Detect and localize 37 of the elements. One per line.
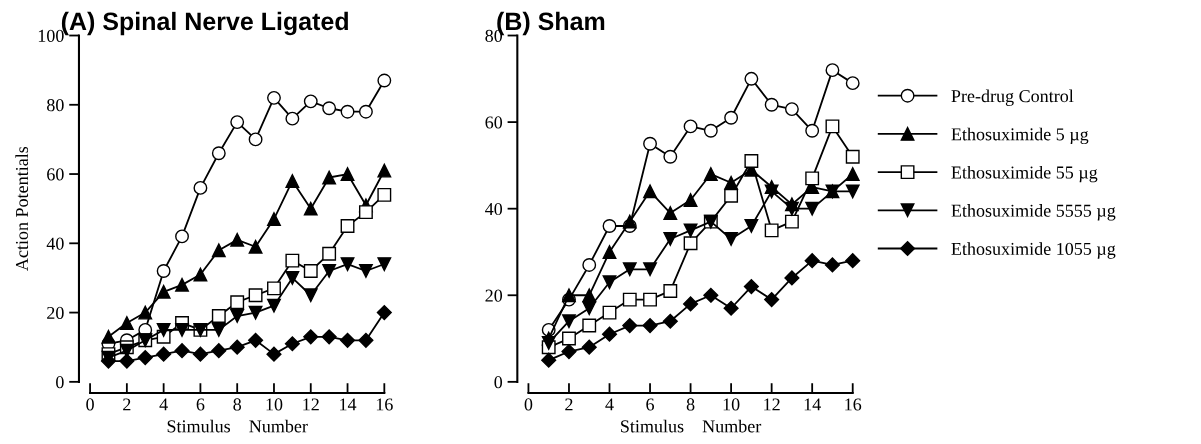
y-tick-label: 40 xyxy=(485,202,503,216)
x-tick-label: 2 xyxy=(123,398,131,411)
x-tick-label: 14 xyxy=(340,398,357,411)
y-tick-label: 0 xyxy=(494,376,503,389)
y-tick-label: 40 xyxy=(46,237,64,250)
x-tick-label: 4 xyxy=(605,398,614,411)
x-tick-label: 8 xyxy=(686,398,695,411)
y-tick-label: 80 xyxy=(47,99,64,112)
y-tick-label: 100 xyxy=(38,29,64,42)
y-tick-label: 0 xyxy=(56,376,64,389)
x-tick-label: 16 xyxy=(845,398,862,411)
legend-label: Pre-drug Control xyxy=(951,89,1074,106)
legend-label: Ethosuximide 5 µg xyxy=(951,127,1089,145)
x-tick-label: 6 xyxy=(196,398,205,411)
x-tick-label: 16 xyxy=(376,398,393,411)
y-tick-label: 60 xyxy=(47,168,64,181)
x-tick-label: 6 xyxy=(646,398,655,411)
x-tick-label: 8 xyxy=(233,398,242,411)
y-tick-label: 60 xyxy=(485,116,503,129)
x-tick-label: 0 xyxy=(86,398,94,411)
legend-label: Ethosuximide 5555 µg xyxy=(951,204,1116,221)
legend-label: Ethosuximide 1055 µg xyxy=(951,242,1116,259)
x-tick-label: 12 xyxy=(764,398,780,411)
x-axis-title: Stimulus Number xyxy=(621,419,762,433)
x-tick-label: 10 xyxy=(266,398,283,411)
x-tick-label: 12 xyxy=(303,398,319,411)
x-tick-label: 10 xyxy=(723,398,740,411)
x-tick-label: 2 xyxy=(565,398,573,411)
x-axis-title: Stimulus Number xyxy=(167,419,308,433)
y-axis-title: Action Potentials xyxy=(15,146,29,271)
y-tick-label: 20 xyxy=(47,306,64,320)
x-tick-label: 14 xyxy=(804,398,821,411)
x-tick-label: 0 xyxy=(524,398,533,411)
chart-title: (A) Spinal Nerve Ligated xyxy=(61,11,348,36)
legend-label: Ethosuximide 55 µg xyxy=(951,165,1098,183)
x-tick-label: 4 xyxy=(159,398,168,411)
y-tick-label: 20 xyxy=(485,289,503,302)
